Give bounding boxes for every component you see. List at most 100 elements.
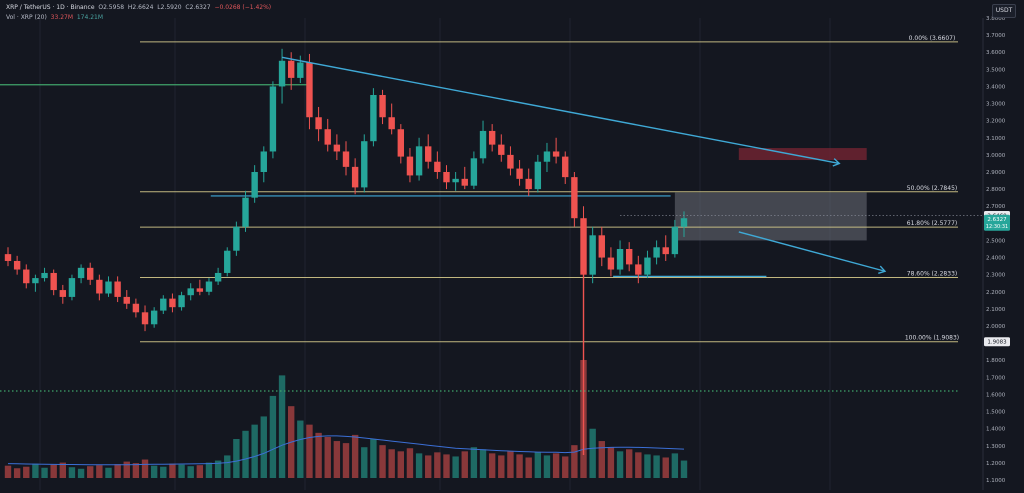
price-tick-label: 2.5000 (986, 238, 1006, 244)
candle-body (187, 288, 194, 296)
volume-bar (132, 463, 140, 478)
trendline-arrow (878, 265, 887, 274)
candle-body (87, 267, 94, 280)
candle-body (278, 60, 286, 87)
volume-bar (68, 467, 76, 478)
candle-body (443, 172, 450, 183)
candle-body (4, 254, 12, 261)
price-tick-label: 3.8000 (986, 16, 1006, 22)
candle-body (644, 257, 651, 275)
volume-bar (160, 466, 167, 478)
candle-body (379, 95, 386, 118)
volume-bar (59, 462, 67, 478)
volume-ma-value: 174.21M (76, 14, 104, 21)
candle-body (488, 130, 496, 145)
volume-label[interactable]: Vol · XRP (20) (6, 14, 47, 21)
candle-body (205, 281, 213, 292)
price-tick-label: 1.1000 (986, 478, 1006, 484)
volume-bar (507, 451, 514, 478)
volume-bar (187, 466, 194, 478)
candle-body (251, 172, 258, 198)
volume-bar (23, 466, 30, 478)
candle-body (141, 312, 149, 325)
candle-body (214, 272, 222, 282)
volume-bar (571, 445, 578, 478)
volume-bar (4, 465, 12, 478)
trendlines (281, 56, 887, 274)
candle-body (671, 226, 679, 255)
candle-body (160, 298, 167, 311)
price-tick-label: 2.1000 (986, 307, 1006, 313)
fib-label: 50.00% (2.7845) (907, 185, 957, 192)
volume-bar (479, 449, 487, 478)
currency-button[interactable]: USDT (992, 4, 1016, 18)
candle-body (260, 151, 267, 172)
candle-body (342, 151, 350, 167)
volume-bar (242, 430, 249, 478)
price-tick-label: 1.4000 (986, 427, 1006, 433)
volume-bar (96, 465, 103, 478)
candle-body (169, 298, 176, 308)
trendline-arrow (832, 158, 841, 167)
volume-bar (644, 454, 651, 478)
candle-body (452, 178, 459, 183)
candle-body (59, 290, 67, 297)
candle-body (552, 151, 560, 157)
volume-bar (297, 420, 304, 478)
price-tag-value: 2.6327 (987, 217, 1007, 223)
candle-body (32, 278, 39, 284)
fib-label: 0.00% (3.6607) (909, 35, 956, 42)
symbol-legend[interactable]: XRP / TetherUS · 1D · Binance O2.5958 H2… (6, 4, 271, 12)
candle-body (498, 144, 505, 155)
volume-bar (342, 443, 350, 478)
candle-body (461, 178, 468, 186)
price-tick-label: 1.6000 (986, 392, 1006, 398)
candles (4, 48, 688, 455)
volume-bar (214, 460, 222, 478)
volume-bar (306, 424, 313, 478)
close-value: C2.6327 (185, 4, 211, 11)
price-tick-label: 2.9000 (986, 170, 1006, 176)
price-tick-label: 3.3000 (986, 102, 1006, 108)
volume-bar (680, 460, 688, 478)
candle-body (196, 288, 204, 292)
candle-body (315, 117, 322, 130)
candle-body (397, 129, 405, 157)
candle-body (361, 141, 368, 188)
volume-bar (397, 451, 405, 478)
candle-body (425, 146, 432, 162)
volume-bar (498, 455, 505, 478)
price-tick-label: 1.5000 (986, 410, 1006, 416)
volume-legend[interactable]: Vol · XRP (20) 33.27M 174.21M (6, 14, 103, 22)
candle-body (269, 86, 277, 152)
volume-bar (370, 439, 377, 478)
price-tick-label: 3.1000 (986, 136, 1006, 142)
candle-body (242, 197, 249, 227)
grid (39, 18, 831, 490)
candle-body (297, 62, 304, 78)
price-tick-label: 2.0000 (986, 324, 1006, 330)
candle-body (562, 156, 569, 178)
volume-bar (552, 453, 560, 478)
fib-label: 61.80% (2.5777) (907, 220, 957, 227)
price-tick-label: 2.3000 (986, 273, 1006, 279)
candle-body (434, 161, 441, 172)
volume-bar (351, 434, 359, 478)
volume-bar (233, 439, 240, 478)
volume-bar (616, 451, 624, 478)
volume-bar (141, 459, 149, 478)
volume-pane (4, 360, 688, 478)
volume-bar (105, 467, 112, 478)
volume-bar (388, 449, 395, 478)
candle-body (333, 144, 341, 152)
candle-body (178, 295, 185, 308)
volume-bar (516, 454, 523, 478)
candle-body (68, 278, 76, 297)
price-tag-countdown: 12:30:31 (986, 224, 1008, 230)
price-tick-label: 3.6000 (986, 50, 1006, 56)
symbol-name[interactable]: XRP / TetherUS · 1D · Binance (6, 4, 95, 11)
candle-body (470, 158, 478, 186)
candle-body (525, 178, 532, 190)
